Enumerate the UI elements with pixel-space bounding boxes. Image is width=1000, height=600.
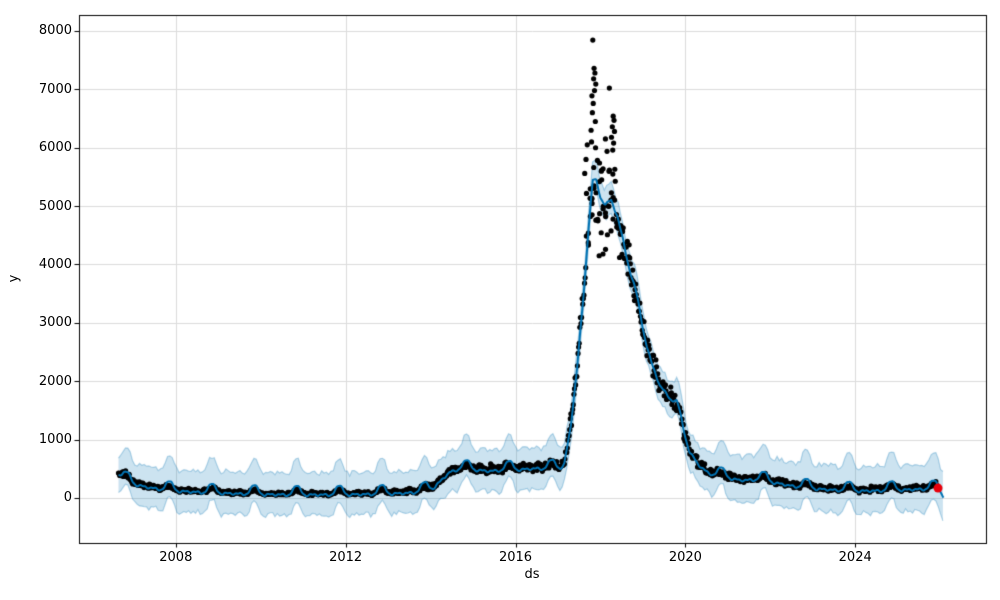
x-tick-label-2012: 2012 <box>329 550 363 565</box>
y-tick-label-4000: 4000 <box>38 256 72 272</box>
y-tick-label-2000: 2000 <box>38 373 72 389</box>
x-tick-label-2024: 2024 <box>838 550 872 565</box>
y-tick-label-8000: 8000 <box>38 23 72 39</box>
y-tick-label-7000: 7000 <box>38 81 72 97</box>
x-axis-label: ds <box>524 567 540 582</box>
x-tick-label-2008: 2008 <box>159 550 193 565</box>
y-tick-label-6000: 6000 <box>38 140 72 156</box>
y-tick-label-5000: 5000 <box>38 198 72 214</box>
x-tick-label-2016: 2016 <box>498 550 533 565</box>
x-tick-label-2020: 2020 <box>668 550 702 565</box>
y-tick-label-3000: 3000 <box>38 315 72 331</box>
y-tick-label-1000: 1000 <box>38 432 72 448</box>
y-tick-label-0: 0 <box>63 490 72 506</box>
y-axis-label: y <box>6 274 22 283</box>
